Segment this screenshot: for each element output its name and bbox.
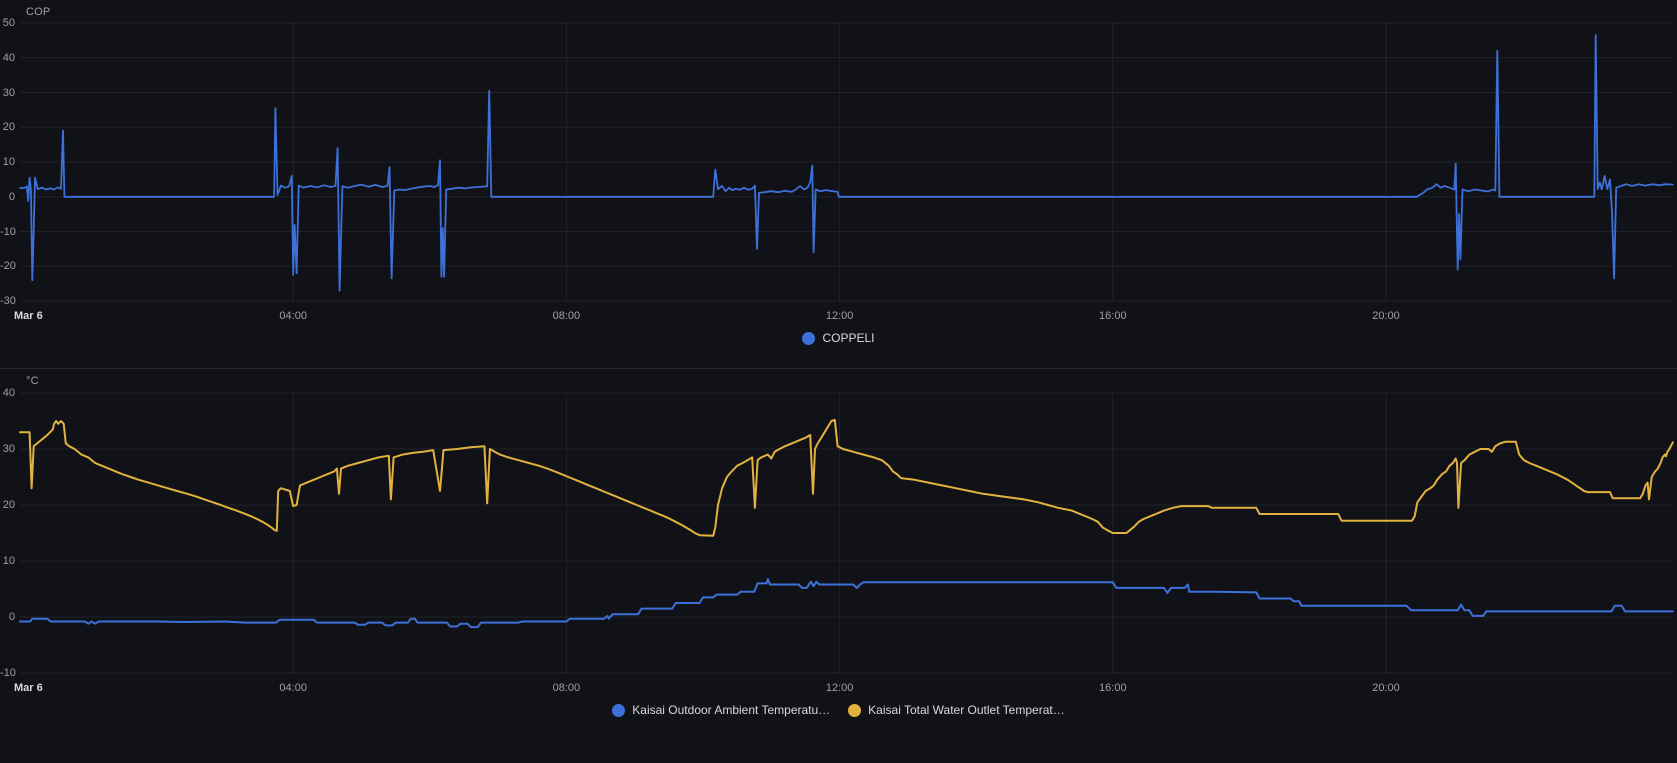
time-series-plot-area[interactable]: [19, 392, 1674, 674]
legend-item[interactable]: Kaisai Total Water Outlet Temperat…: [848, 703, 1065, 717]
y-axis-tick-label: 0: [8, 190, 15, 203]
y-axis-tick-label: 40: [2, 387, 15, 399]
y-axis-tick-label: -10: [0, 667, 16, 679]
y-axis-tick-label: 10: [2, 555, 15, 567]
y-axis-tick-label: -10: [0, 225, 16, 238]
x-axis-tick-label: 20:00: [1372, 682, 1400, 694]
legend-item[interactable]: COPPELI: [802, 331, 875, 345]
x-axis-tick-label: 04:00: [279, 310, 307, 322]
y-axis-title-celsius: °C: [26, 375, 39, 387]
y-axis-tick-label: 30: [2, 86, 15, 99]
x-axis-tick-label: Mar 6: [14, 682, 43, 694]
x-axis-tick-label: 08:00: [552, 310, 581, 322]
x-axis-tick-label: 12:00: [825, 310, 854, 322]
x-axis-tick-label: 16:00: [1099, 310, 1127, 322]
y-axis-tick-label: 40: [2, 51, 15, 64]
y-axis-tick-label: 10: [2, 156, 15, 168]
x-axis-tick-label: 04:00: [279, 682, 307, 694]
legend: COPPELI: [0, 331, 1677, 345]
legend-series-color-dot-icon: [802, 331, 816, 345]
y-axis-tick-label: 20: [2, 499, 15, 511]
series-line-kaisai-outdoor-ambient-temperatu: [19, 577, 1674, 629]
y-axis-tick-label: 0: [8, 611, 15, 623]
y-axis-tick-label: 20: [2, 121, 15, 134]
x-axis-tick-label: 12:00: [825, 682, 854, 694]
legend-series-color-dot-icon: [848, 703, 862, 717]
panel-cop-chart: COP 50 40 30 20 10 0 -10 -20 -30 Mar 6 04:00 08:00 1…: [0, 0, 1677, 368]
time-series-plot-area[interactable]: [19, 22, 1674, 302]
legend-series-label: Kaisai Outdoor Ambient Temperatu…: [632, 703, 831, 717]
panel-temperature-chart: °C 40 30 20 10 0 -10 Mar 6 04:00 08:00 12:00 16:00…: [0, 368, 1677, 763]
x-axis-tick-label: 20:00: [1372, 310, 1400, 322]
x-axis-tick-label: 16:00: [1099, 682, 1127, 694]
legend-series-label: COPPELI: [822, 331, 875, 345]
x-axis-tick-label: Mar 6: [14, 310, 43, 322]
legend: Kaisai Outdoor Ambient Temperatu… Kaisai …: [0, 703, 1677, 717]
y-axis-title-cop: COP: [26, 6, 51, 18]
y-axis-tick-label: 30: [2, 443, 15, 455]
series-line-coppeli: [19, 34, 1674, 292]
legend-series-color-dot-icon: [612, 703, 626, 717]
y-axis-tick-label: -20: [0, 260, 16, 273]
legend-item[interactable]: Kaisai Outdoor Ambient Temperatu…: [612, 703, 830, 717]
y-axis-tick-label: 50: [2, 17, 15, 29]
y-axis-tick-label: -30: [0, 295, 16, 307]
x-axis-tick-label: 08:00: [552, 682, 581, 694]
legend-series-label: Kaisai Total Water Outlet Temperat…: [868, 703, 1065, 717]
series-line-kaisai-total-water-outlet-temperat: [19, 418, 1674, 537]
